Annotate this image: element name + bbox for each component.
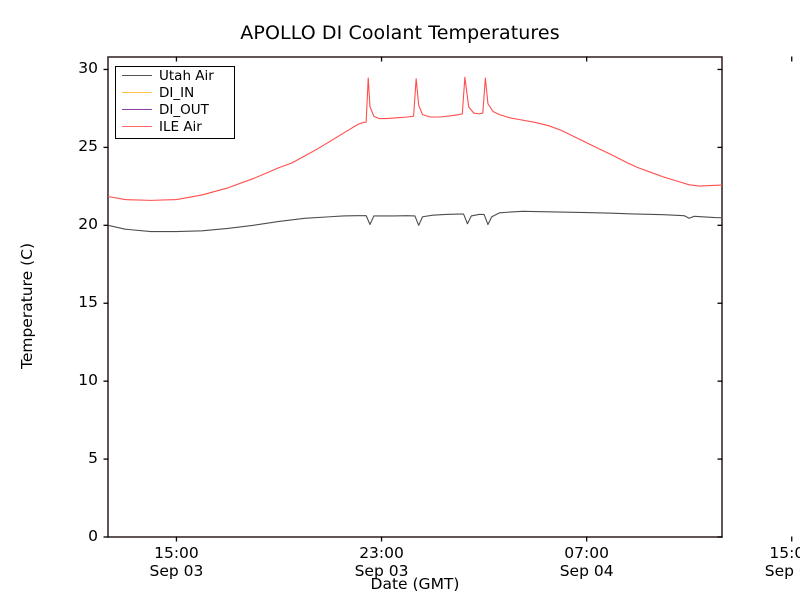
y-tick-label: 0 (88, 527, 98, 545)
y-tick-label: 30 (78, 59, 98, 78)
legend-color-swatch (122, 109, 152, 110)
x-tick-date: Sep 03 (149, 562, 204, 580)
x-tick-time: 15:00 (154, 544, 199, 562)
x-tick-label: 15:00 Sep 03 (116, 544, 236, 580)
x-tick-time: 23:00 (359, 544, 404, 562)
page-title: APOLLO DI Coolant Temperatures (240, 22, 560, 44)
axes-frame (107, 56, 723, 538)
y-tick-label: 10 (78, 371, 98, 390)
x-axis-label: Date (GMT) (370, 575, 460, 593)
legend-label: ILE Air (159, 118, 202, 135)
series-line-utah-air (108, 210, 722, 233)
legend-item-di-in[interactable]: DI_IN (116, 84, 234, 101)
x-tick-time: 15:00 (769, 544, 800, 562)
x-tick-date: Sep 04 (559, 562, 614, 580)
legend-color-swatch (122, 75, 152, 76)
y-tick-label: 25 (78, 137, 98, 156)
plot-border (107, 56, 723, 538)
x-tick-date: Sep 04 (764, 562, 800, 580)
axis-ticks (103, 56, 793, 542)
legend-label: Utah Air (159, 67, 214, 84)
series-line-ile-air (108, 76, 722, 201)
legend-color-swatch (122, 126, 152, 127)
legend: Utah Air DI_IN DI_OUT ILE Air (115, 66, 235, 139)
x-tick-date: Sep 03 (354, 562, 409, 580)
y-tick-label: 5 (88, 449, 98, 468)
legend-color-swatch (122, 92, 152, 93)
y-axis-label: Temperature (C) (18, 242, 36, 370)
y-tick-label: 20 (78, 215, 98, 234)
legend-item-utah-air[interactable]: Utah Air (116, 67, 234, 84)
legend-item-ile-air[interactable]: ILE Air (116, 118, 234, 135)
legend-item-di-out[interactable]: DI_OUT (116, 101, 234, 118)
x-tick-label: 07:00 Sep 04 (527, 544, 647, 580)
legend-label: DI_OUT (159, 101, 209, 118)
x-tick-label: 23:00 Sep 03 (322, 544, 442, 580)
legend-label: DI_IN (159, 84, 195, 101)
y-tick-label: 15 (78, 293, 98, 312)
data-series (108, 76, 722, 233)
x-tick-time: 07:00 (564, 544, 609, 562)
